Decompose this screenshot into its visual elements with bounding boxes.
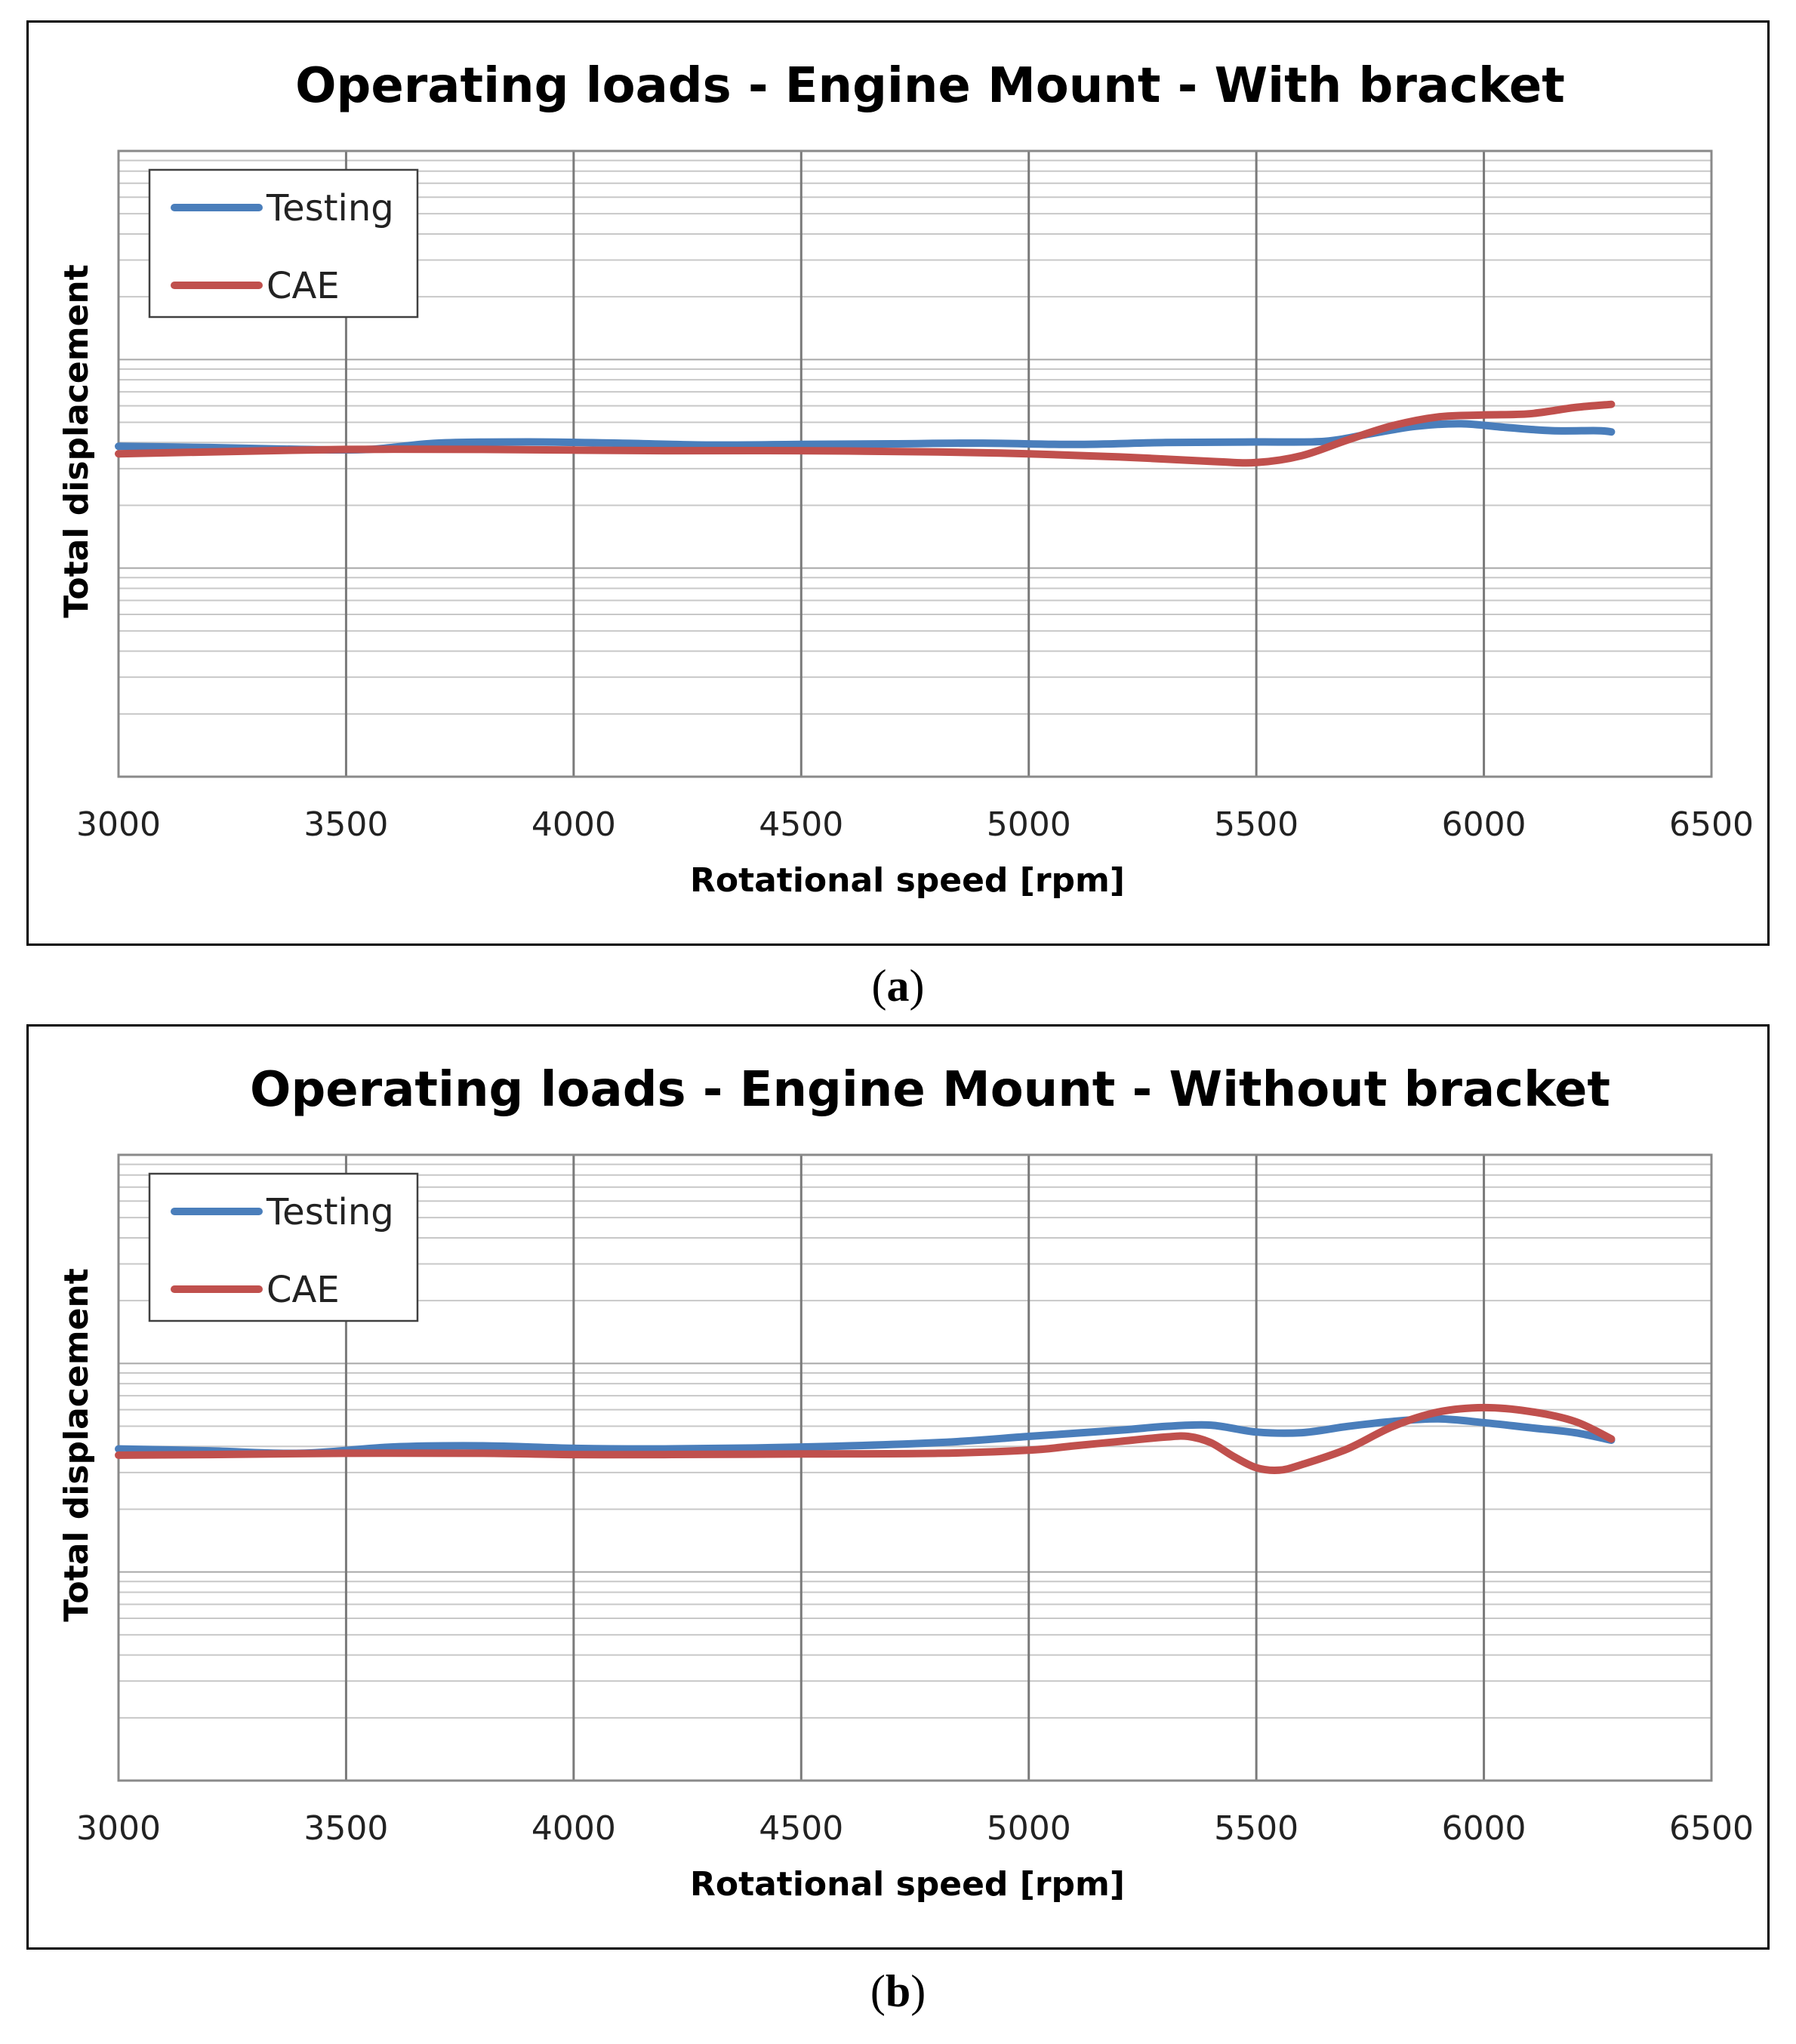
chart-a-legend-label-testing: Testing (266, 187, 394, 229)
chart-a-legend-box (148, 168, 419, 319)
chart-b-series-testing-line (115, 1414, 1616, 1458)
chart-a-legend: Testing CAE (148, 168, 419, 319)
chart-b-svg: Operating loads - Engine Mount - Without… (57, 1062, 1754, 1904)
chart-a-x-tick-label: 6500 (1669, 805, 1754, 844)
panel-caption-a-letter: a (886, 961, 910, 1011)
chart-panel-b: Operating loads - Engine Mount - Without… (26, 1024, 1770, 1950)
chart-b-title: Operating loads - Engine Mount - Without… (250, 1062, 1610, 1118)
chart-b-x-tick-label: 5500 (1214, 1809, 1298, 1848)
chart-b-legend: Testing CAE (148, 1172, 419, 1322)
chart-b-x-tick-label: 6500 (1669, 1809, 1754, 1848)
chart-a-series-cae-line (115, 400, 1616, 467)
panel-caption-b-letter: b (885, 1966, 911, 2016)
chart-b-y-axis-title: Total displacement (57, 1268, 96, 1622)
chart-a-x-tick-label: 6000 (1442, 805, 1526, 844)
chart-a-x-axis-title: Rotational speed [rpm] (690, 861, 1125, 900)
chart-a-x-tick-label: 3000 (76, 805, 161, 844)
chart-panel-a: Operating loads - Engine Mount - With br… (26, 20, 1770, 946)
chart-b-series-cae-line (115, 1403, 1616, 1475)
chart-a-svg: Operating loads - Engine Mount - With br… (57, 58, 1754, 900)
panel-caption-a: (a) (871, 961, 925, 1011)
chart-b-x-tick-label: 4000 (531, 1809, 616, 1848)
chart-a-y-axis-title: Total displacement (57, 264, 96, 618)
chart-b-x-tick-label: 3000 (76, 1809, 161, 1848)
chart-a-plot-border (117, 149, 1713, 778)
chart-b-legend-label-testing: Testing (266, 1191, 394, 1233)
chart-a-x-tick-label: 5500 (1214, 805, 1298, 844)
chart-b-x-tick-label: 3500 (303, 1809, 388, 1848)
chart-b-plot-border (117, 1153, 1713, 1782)
chart-a-x-tick-label: 4000 (531, 805, 616, 844)
chart-b-x-tick-label: 4500 (759, 1809, 843, 1848)
chart-b-x-tick-label: 5000 (987, 1809, 1071, 1848)
chart-a-x-tick-label: 4500 (759, 805, 843, 844)
panel-caption-b: (b) (870, 1966, 926, 2016)
chart-b-x-axis-title: Rotational speed [rpm] (690, 1865, 1125, 1904)
chart-a-title: Operating loads - Engine Mount - With br… (295, 58, 1565, 114)
chart-b-legend-box (148, 1172, 419, 1322)
chart-b-x-tick-label: 6000 (1442, 1809, 1526, 1848)
chart-a-legend-label-cae: CAE (266, 265, 340, 307)
chart-a-x-tick-label: 5000 (987, 805, 1071, 844)
chart-a-x-tick-label: 3500 (303, 805, 388, 844)
chart-a-horizontal-gridlines (119, 150, 1711, 715)
chart-b-legend-label-cae: CAE (266, 1269, 340, 1311)
